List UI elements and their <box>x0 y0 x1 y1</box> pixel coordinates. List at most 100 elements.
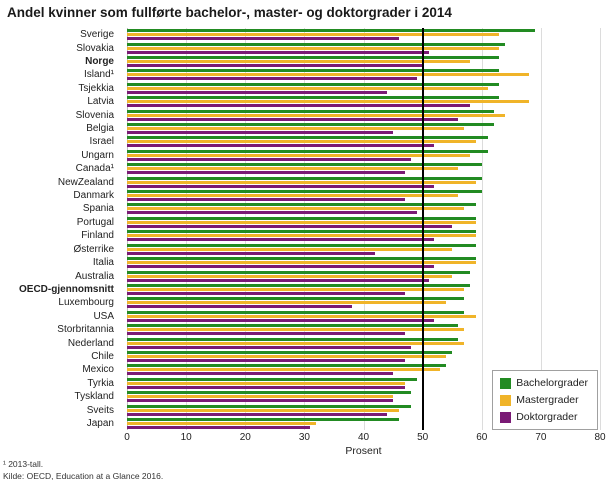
category-label: Tyskland <box>74 391 114 403</box>
gridline-30 <box>304 28 306 430</box>
category-label: Tyrkia <box>87 377 114 389</box>
bar-group <box>127 189 600 202</box>
bar-bachelorgrader <box>127 283 470 287</box>
category-label: Canada¹ <box>75 163 114 175</box>
bar-bachelorgrader <box>127 391 411 395</box>
bar-mastergrader <box>127 207 464 211</box>
category-label: Australia <box>75 270 114 282</box>
category-label: Sverige <box>80 29 114 41</box>
x-tick-label-40: 40 <box>357 432 370 443</box>
bar-group <box>127 363 600 376</box>
bar-group <box>127 95 600 108</box>
bar-group <box>127 41 600 54</box>
bar-bachelorgrader <box>127 243 476 247</box>
bar-bachelorgrader <box>127 364 447 368</box>
category-label: Slovenia <box>75 109 114 121</box>
bar-bachelorgrader <box>127 190 482 194</box>
category-label: Sveits <box>86 404 114 416</box>
x-tick-label-0: 0 <box>124 432 130 443</box>
category-label: Luxembourg <box>58 297 114 309</box>
x-tick-label-80: 80 <box>594 432 606 443</box>
bar-group <box>127 229 600 242</box>
bar-mastergrader <box>127 153 470 157</box>
bar-mastergrader <box>127 46 500 50</box>
bar-mastergrader <box>127 328 464 332</box>
bar-bachelorgrader <box>127 136 488 140</box>
bar-doktorgrader <box>127 198 405 202</box>
x-tick-label-10: 10 <box>180 432 192 443</box>
bar-group <box>127 283 600 296</box>
bar-doktorgrader <box>127 157 411 161</box>
bar-doktorgrader <box>127 37 399 41</box>
bar-mastergrader <box>127 274 453 278</box>
bar-bachelorgrader <box>127 404 411 408</box>
gridline-40 <box>363 28 365 430</box>
bar-bachelorgrader <box>127 324 459 328</box>
bar-bachelorgrader <box>127 149 488 153</box>
bar-mastergrader <box>127 301 447 305</box>
category-label: Japan <box>86 417 114 429</box>
bar-mastergrader <box>127 140 476 144</box>
footnotes: ¹ 2013-tall. Kilde: OECD, Education at a… <box>3 459 163 483</box>
bar-mastergrader <box>127 314 476 318</box>
bar-doktorgrader <box>127 50 429 54</box>
category-label: Østerrike <box>73 243 114 255</box>
bar-group <box>127 149 600 162</box>
bar-bachelorgrader <box>127 337 459 341</box>
x-axis-ticks: 0 10 20 30 40 50 60 70 80 <box>124 432 605 444</box>
category-label: Spania <box>82 203 114 215</box>
bar-mastergrader <box>127 261 476 265</box>
bar-bachelorgrader <box>127 310 464 314</box>
legend-item-mastergrader: Mastergrader <box>500 394 588 406</box>
bar-doktorgrader <box>127 278 429 282</box>
legend-item-bachelorgrader: Bachelorgrader <box>500 377 588 389</box>
bar-doktorgrader <box>127 425 311 429</box>
bar-bachelorgrader <box>127 82 500 86</box>
plot-area: Bachelorgrader Mastergrader Doktorgrader <box>127 28 601 430</box>
bar-bachelorgrader <box>127 109 494 113</box>
bar-doktorgrader <box>127 291 405 295</box>
bar-doktorgrader <box>127 332 405 336</box>
bar-mastergrader <box>127 167 459 171</box>
bar-group <box>127 243 600 256</box>
x-tick-label-50: 50 <box>417 432 429 443</box>
category-label: Ungarn <box>81 149 114 161</box>
bar-group <box>127 216 600 229</box>
x-axis-title: Prosent <box>345 445 382 457</box>
x-tick-label-30: 30 <box>298 432 310 443</box>
bar-group <box>127 122 600 135</box>
legend-label-mastergrader: Mastergrader <box>516 394 579 406</box>
bar-doktorgrader <box>127 104 470 108</box>
bar-doktorgrader <box>127 345 411 349</box>
category-label: Island¹ <box>83 69 114 81</box>
bar-doktorgrader <box>127 318 435 322</box>
bar-group <box>127 55 600 68</box>
bar-group <box>127 162 600 175</box>
gridline-80 <box>600 28 601 430</box>
bar-mastergrader <box>127 247 453 251</box>
bar-bachelorgrader <box>127 270 470 274</box>
bar-doktorgrader <box>127 305 352 309</box>
legend-label-doktorgrader: Doktorgrader <box>516 411 578 423</box>
category-label: Tsjekkia <box>78 82 114 94</box>
bar-group <box>127 175 600 188</box>
bar-group <box>127 390 600 403</box>
bar-doktorgrader <box>127 251 376 255</box>
bar-bachelorgrader <box>127 377 417 381</box>
bar-doktorgrader <box>127 64 423 68</box>
legend-item-doktorgrader: Doktorgrader <box>500 411 588 423</box>
bar-group <box>127 350 600 363</box>
legend-label-bachelorgrader: Bachelorgrader <box>516 377 588 389</box>
bar-doktorgrader <box>127 117 459 121</box>
bar-mastergrader <box>127 33 500 37</box>
bar-doktorgrader <box>127 412 388 416</box>
bar-mastergrader <box>127 234 476 238</box>
bar-bachelorgrader <box>127 350 453 354</box>
bar-mastergrader <box>127 60 470 64</box>
bar-doktorgrader <box>127 171 405 175</box>
bar-mastergrader <box>127 287 464 291</box>
bar-doktorgrader <box>127 224 453 228</box>
bar-group <box>127 403 600 416</box>
bar-group <box>127 135 600 148</box>
bar-bachelorgrader <box>127 69 500 73</box>
